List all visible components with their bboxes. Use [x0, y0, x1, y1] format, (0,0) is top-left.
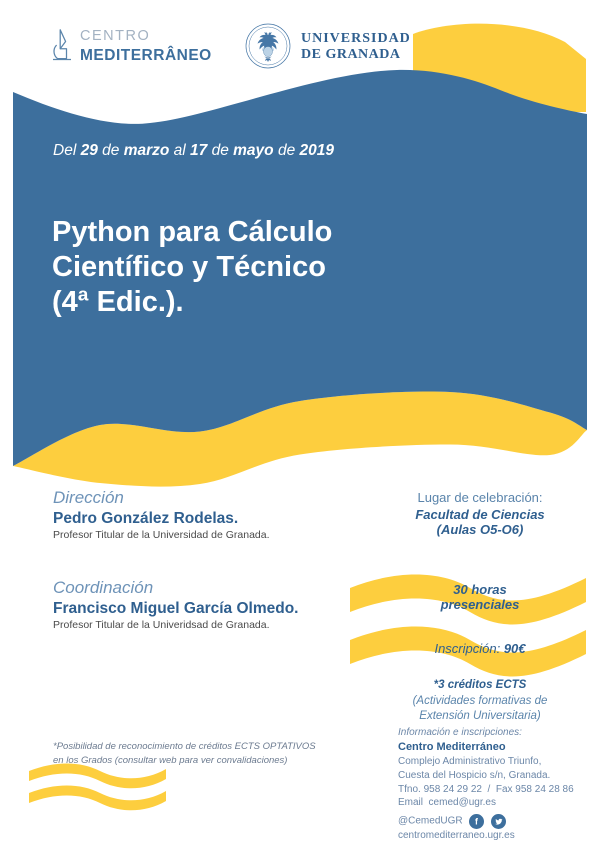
svg-text:f: f — [475, 817, 478, 827]
